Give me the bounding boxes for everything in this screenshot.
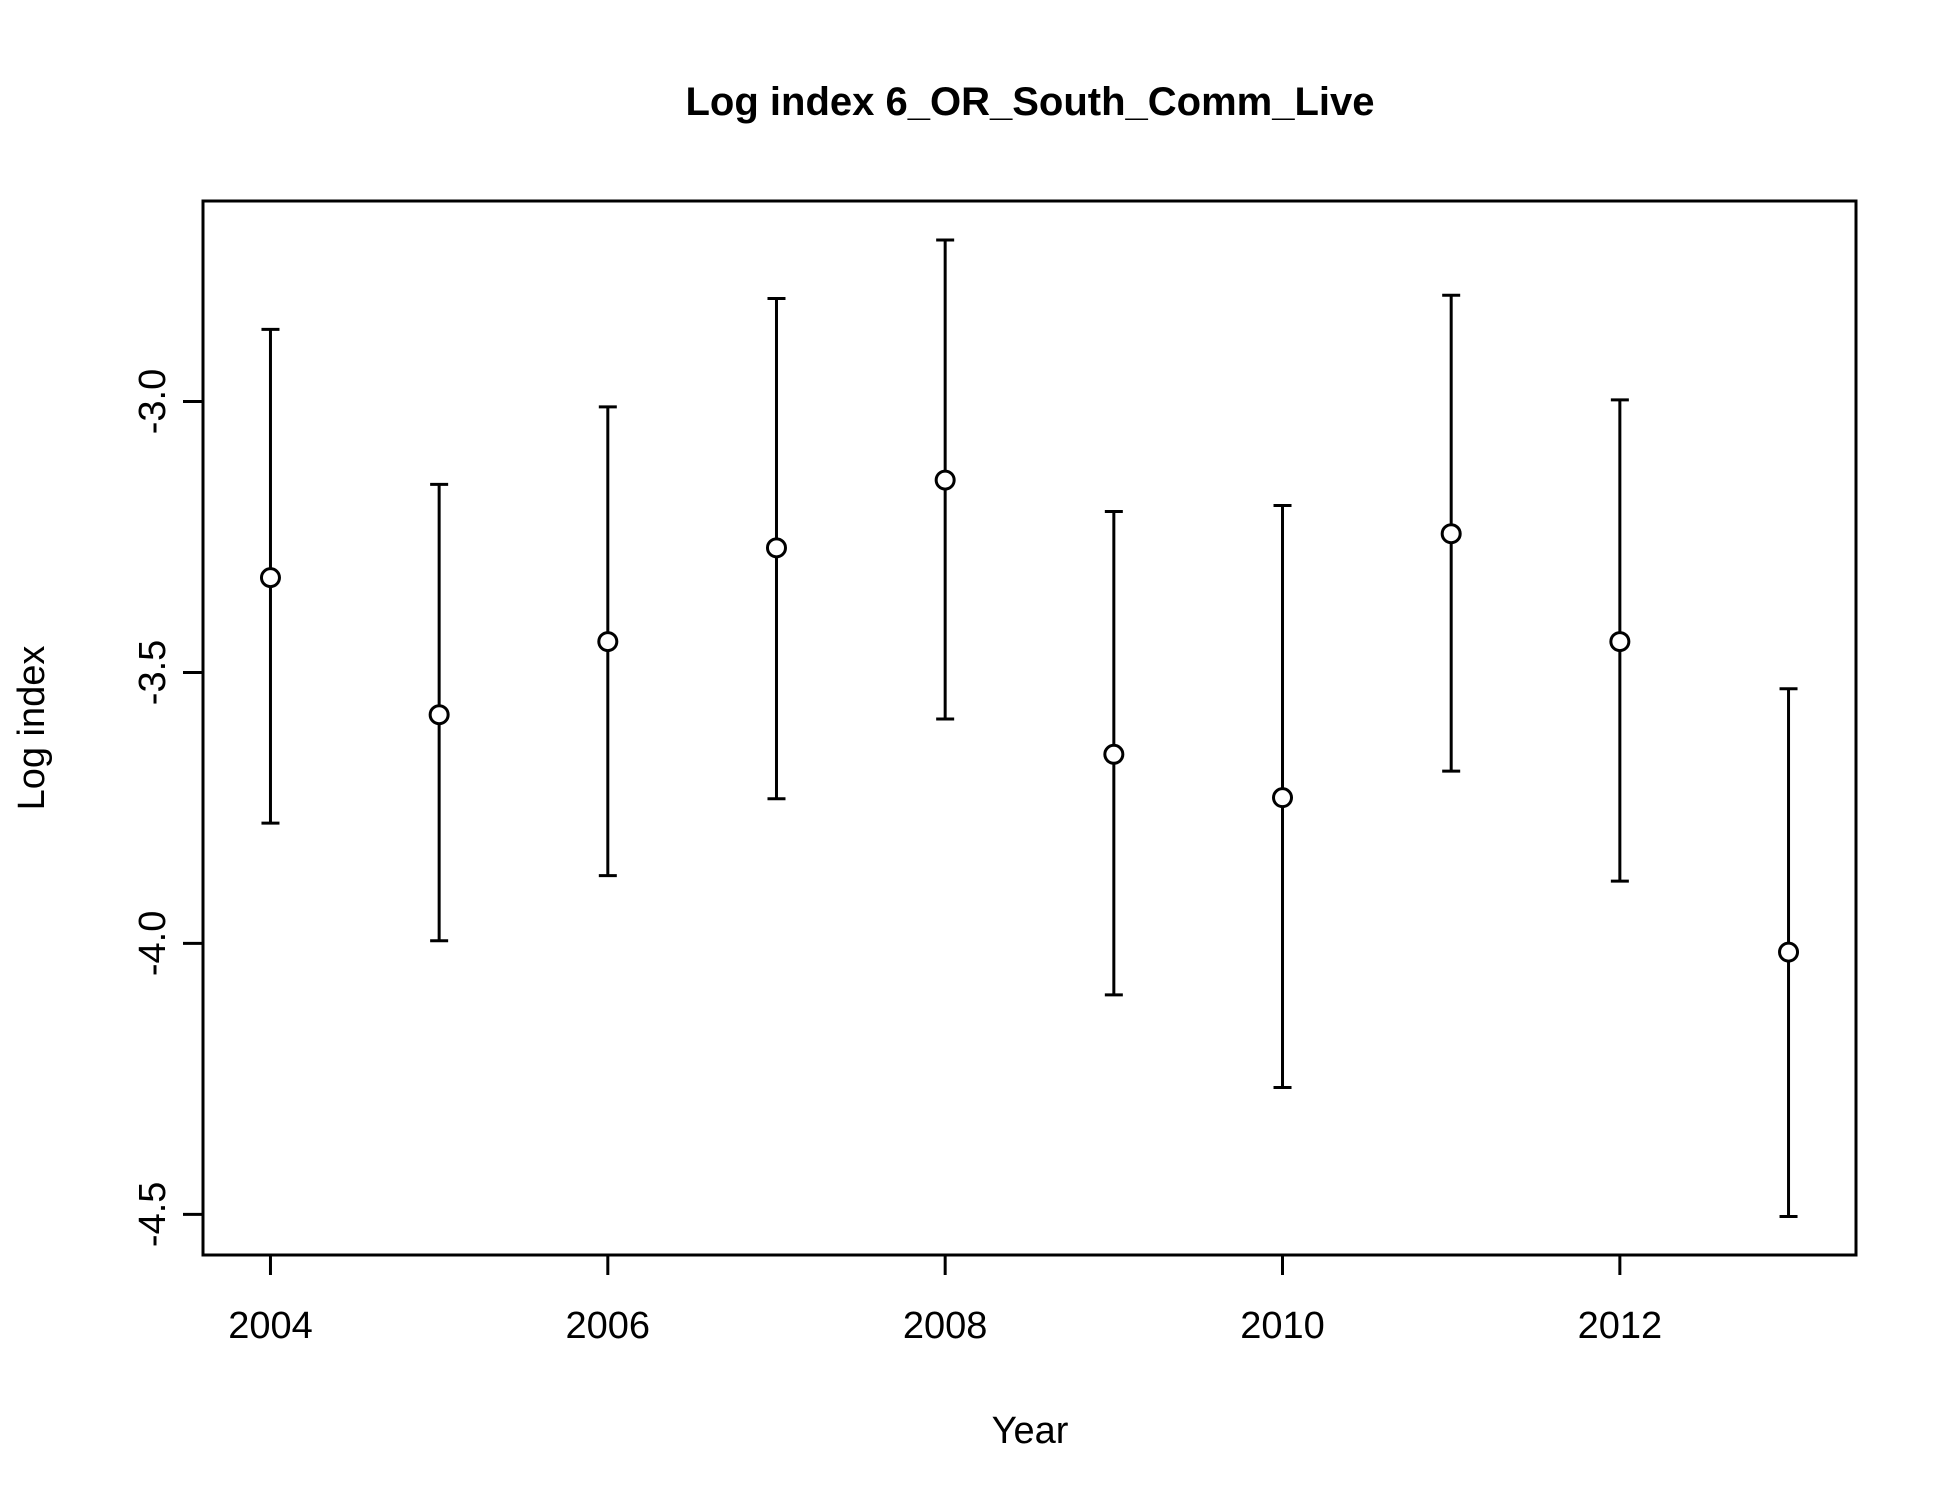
y-axis-label: Log index <box>11 646 53 811</box>
x-tick-label: 2012 <box>1578 1305 1663 1347</box>
y-tick-label: -4.5 <box>132 1182 174 1247</box>
data-point <box>1103 743 1125 765</box>
chart-title: Log index 6_OR_South_Comm_Live <box>685 80 1374 124</box>
plot-frame <box>201 199 1858 1257</box>
x-tick-label: 2010 <box>1240 1305 1325 1347</box>
x-tick-label: 2006 <box>566 1305 651 1347</box>
data-point <box>934 469 956 491</box>
x-axis-label: Year <box>992 1410 1069 1452</box>
data-point <box>1778 941 1800 963</box>
data-point <box>765 537 787 559</box>
data-point <box>1272 787 1294 809</box>
y-tick-label: -3.5 <box>132 640 174 705</box>
data-point <box>1609 631 1631 653</box>
y-tick-label: -4.0 <box>132 911 174 976</box>
x-tick-label: 2004 <box>228 1305 313 1347</box>
x-axis: 2004 2006 2008 2010 2012 <box>228 1253 1663 1347</box>
data-series <box>259 238 1800 1219</box>
data-point <box>259 567 281 589</box>
y-tick-label: -3.0 <box>132 369 174 434</box>
y-axis: -3.0 -3.5 -4.0 -4.5 <box>132 369 205 1247</box>
data-point <box>597 631 619 653</box>
data-point <box>428 704 450 726</box>
x-tick-label: 2008 <box>903 1305 988 1347</box>
data-point <box>1440 523 1462 545</box>
